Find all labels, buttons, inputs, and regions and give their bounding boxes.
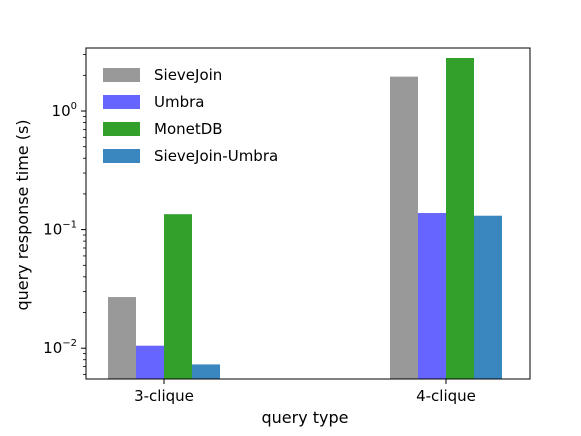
- y-tick-label: 10−1: [43, 220, 77, 239]
- legend-label: MonetDB: [154, 120, 223, 138]
- legend-swatch-sievejoin: [103, 68, 140, 82]
- x-axis-ticks: 3-clique 4-clique: [134, 379, 476, 405]
- bars-group: [108, 57, 502, 380]
- y-axis-ticks: 10−2 10−1 100: [43, 54, 86, 375]
- bar-umbra-4-clique: [418, 213, 446, 379]
- legend: SieveJoin Umbra MonetDB SieveJoin-Umbra: [103, 66, 278, 165]
- legend-swatch-monetdb: [103, 122, 140, 136]
- legend-label: Umbra: [154, 93, 204, 111]
- plot-frame: [85, 47, 531, 380]
- x-tick-label: 3-clique: [134, 387, 194, 405]
- legend-label: SieveJoin-Umbra: [154, 147, 278, 165]
- x-tick-label: 4-clique: [416, 387, 476, 405]
- legend-swatch-umbra: [103, 95, 140, 109]
- y-axis-label: query response time (s): [13, 119, 32, 310]
- bar-sievejoin-3-clique: [108, 297, 136, 379]
- legend-label: SieveJoin: [154, 66, 222, 84]
- bar-sievejoin-4-clique: [390, 76, 418, 380]
- bar-sievejoin-umbra-3-clique: [192, 364, 220, 379]
- x-axis-label: query type: [261, 408, 348, 427]
- legend-swatch-sievejoin-umbra: [103, 149, 140, 163]
- bar-monetdb-3-clique: [164, 214, 192, 379]
- bar-umbra-3-clique: [136, 345, 164, 379]
- bar-sievejoin-umbra-4-clique: [474, 215, 502, 379]
- y-tick-label: 10−2: [43, 338, 77, 357]
- bar-monetdb-4-clique: [446, 57, 474, 379]
- y-tick-label: 100: [52, 101, 77, 120]
